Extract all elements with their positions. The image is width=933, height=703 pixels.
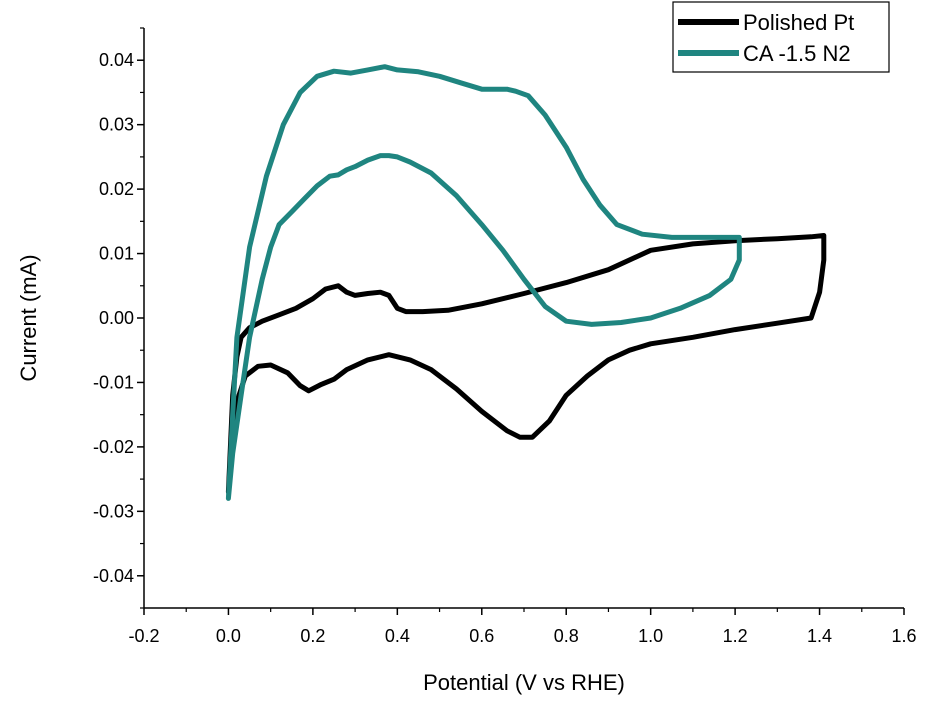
x-tick-label: -0.2	[128, 626, 159, 646]
axes: -0.2 0.0 0.2 0.4 0.6 0.8 1.0 1.2 1.4 1.6 -0.04 -0.0…	[93, 27, 917, 646]
x-tick-label: 0.6	[469, 626, 494, 646]
x-tick-label: 1.6	[891, 626, 916, 646]
y-tick-label: -0.04	[93, 566, 134, 586]
x-tick-label: 0.2	[300, 626, 325, 646]
y-tick-label: -0.01	[93, 372, 134, 392]
x-tick-label: 0.8	[554, 626, 579, 646]
legend-label-1: Polished Pt	[743, 10, 854, 35]
y-tick-label: 0.02	[99, 179, 134, 199]
x-tick-label: 1.4	[807, 626, 832, 646]
y-tick-label: 0.04	[99, 50, 134, 70]
y-tick-label: 0.01	[99, 244, 134, 264]
legend-label-2: CA -1.5 N2	[743, 41, 851, 66]
y-tick-label: -0.02	[93, 437, 134, 457]
x-tick-label: 0.4	[385, 626, 410, 646]
y-tick-label: -0.03	[93, 501, 134, 521]
y-axis-title: Current (mA)	[16, 254, 41, 381]
x-tick-label: 0.0	[216, 626, 241, 646]
x-tick-label: 1.0	[638, 626, 663, 646]
x-axis-title: Potential (V vs RHE)	[423, 670, 625, 695]
series-line-1	[225, 233, 827, 495]
legend: Polished Pt CA -1.5 N2	[672, 1, 890, 73]
y-tick-label: 0.03	[99, 115, 134, 135]
legend-box	[672, 1, 890, 73]
series-line-2	[225, 64, 742, 501]
x-tick-label: 1.2	[723, 626, 748, 646]
series-layer	[225, 64, 827, 501]
y-tick-label: 0.00	[99, 308, 134, 328]
